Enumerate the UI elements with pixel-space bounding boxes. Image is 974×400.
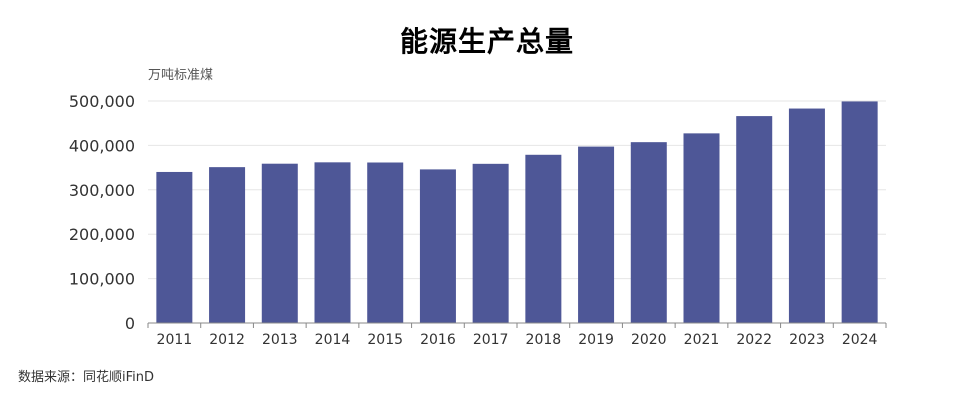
bar-2014 [314, 162, 351, 323]
y-tick-label: 0 [125, 314, 135, 333]
y-tick-label: 500,000 [69, 92, 135, 111]
y-tick-label: 300,000 [69, 181, 135, 200]
x-tick-label: 2016 [420, 332, 456, 348]
bar-2018 [525, 154, 562, 323]
x-tick-label: 2019 [578, 332, 614, 348]
bar-2024 [841, 101, 878, 323]
bar-2012 [209, 167, 246, 323]
bar-2020 [630, 142, 667, 323]
x-tick-label: 2011 [157, 332, 193, 348]
gridlines [148, 100, 886, 280]
x-tick-label: 2015 [367, 332, 403, 348]
y-axis-ticks: 0 100,000 200,000 300,000 400,000 500,000 [69, 92, 135, 333]
y-tick-label: 400,000 [69, 136, 135, 155]
x-tick-label: 2022 [736, 332, 772, 348]
x-tick-label: 2020 [631, 332, 667, 348]
source-note: 数据来源：同花顺iFinD [18, 370, 155, 385]
x-tick-label: 2013 [262, 332, 298, 348]
bar-2019 [578, 146, 615, 323]
x-tick-label: 2023 [789, 332, 825, 348]
bar-2015 [367, 162, 404, 323]
bar-2021 [683, 133, 720, 323]
bar-2011 [156, 171, 193, 323]
x-tick-label: 2012 [209, 332, 245, 348]
bar-2016 [419, 169, 456, 323]
x-tick-label: 2017 [473, 332, 509, 348]
x-tick-label: 2018 [526, 332, 562, 348]
x-tick-label: 2021 [684, 332, 720, 348]
y-tick-label: 100,000 [69, 270, 135, 289]
x-tick-label: 2024 [842, 332, 878, 348]
bar-2013 [261, 163, 298, 323]
bar-2023 [788, 108, 825, 323]
bar-2022 [736, 116, 773, 323]
x-axis-ticks: 2011 2012 2013 2014 2015 2016 2017 2018 2019 2020… [147, 323, 887, 348]
bars [156, 101, 878, 323]
chart-title: 能源生产总量 [399, 25, 574, 58]
y-axis-unit-label: 万吨标准煤 [148, 68, 213, 83]
bar-2017 [472, 163, 509, 323]
y-tick-label: 200,000 [69, 225, 135, 244]
x-tick-label: 2014 [315, 332, 351, 348]
